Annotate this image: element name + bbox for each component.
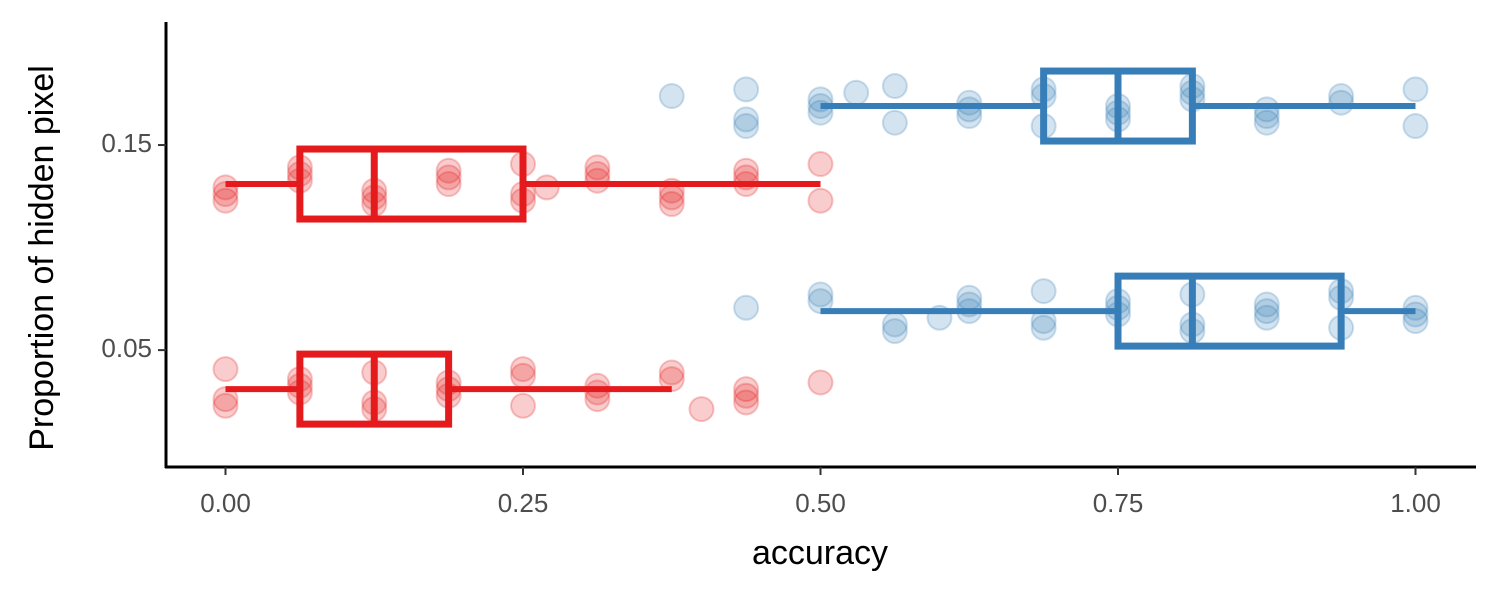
data-point <box>1402 76 1429 103</box>
data-point <box>212 356 239 383</box>
data-point <box>956 89 983 116</box>
data-point <box>435 164 462 191</box>
data-point <box>688 396 715 423</box>
x-tick-label: 0.00 <box>200 488 251 518</box>
data-point <box>956 284 983 311</box>
data-point <box>733 382 760 409</box>
data-point <box>733 106 760 133</box>
data-point <box>733 76 760 103</box>
data-point <box>584 154 611 181</box>
x-tick-label: 0.25 <box>498 488 549 518</box>
data-point <box>212 392 239 419</box>
data-point <box>807 281 834 308</box>
data-point <box>435 157 462 184</box>
x-tick-label: 0.75 <box>1093 488 1144 518</box>
data-point <box>881 109 908 136</box>
data-point <box>807 187 834 214</box>
box <box>1114 272 1345 350</box>
y-tick-label: 0.15 <box>101 128 152 158</box>
y-tick-label: 0.05 <box>101 333 152 363</box>
data-point <box>658 359 685 386</box>
data-point <box>510 356 536 383</box>
x-tick-label: 0.50 <box>795 488 846 518</box>
data-point <box>212 187 239 214</box>
data-point <box>1030 278 1057 305</box>
data-point <box>807 369 834 396</box>
data-point <box>1253 298 1280 325</box>
data-point <box>212 174 239 201</box>
data-point <box>1253 96 1280 123</box>
data-point <box>584 372 611 399</box>
data-point <box>435 171 462 198</box>
data-point <box>1030 314 1057 341</box>
data-point <box>733 376 760 403</box>
data-point <box>733 113 760 140</box>
y-axis-title: Proportion of hidden pixel <box>23 65 61 451</box>
x-tick-label: 1.00 <box>1390 488 1441 518</box>
data-point <box>881 311 908 338</box>
box <box>296 145 527 223</box>
data-point <box>658 191 685 218</box>
data-point <box>733 389 760 416</box>
data-point <box>733 294 760 321</box>
data-point <box>658 83 685 110</box>
data-point <box>533 174 560 201</box>
data-point <box>1402 294 1429 321</box>
data-point <box>733 157 760 184</box>
data-point <box>807 151 834 178</box>
data-point <box>1402 113 1429 140</box>
x-axis-title: accuracy <box>752 534 888 572</box>
data-point <box>1253 109 1280 136</box>
data-point <box>881 318 908 345</box>
data-point <box>1253 304 1280 331</box>
data-point <box>843 79 870 106</box>
data-point <box>510 392 536 419</box>
data-point <box>881 73 908 100</box>
data-point <box>1253 291 1280 318</box>
